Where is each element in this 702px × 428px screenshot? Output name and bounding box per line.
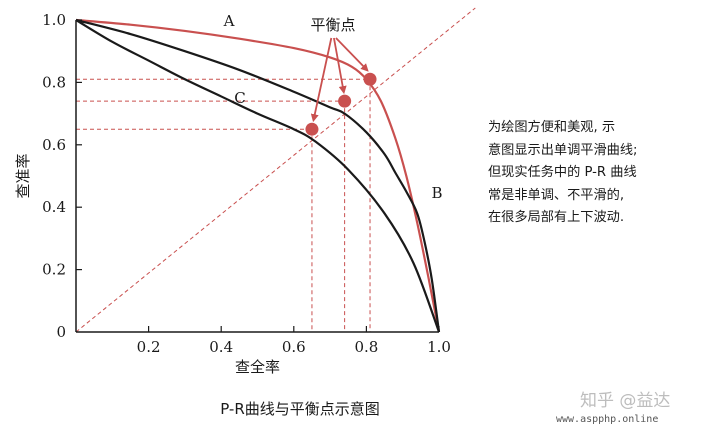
y-tick-label: 1.0: [42, 11, 66, 29]
annotation-arrow: [333, 37, 347, 95]
annotation-arrow: [335, 37, 369, 72]
side-note: 为绘图方便和美观, 示 意图显示出单调平滑曲线; 但现实任务中的 P-R 曲线 …: [488, 117, 702, 230]
x-tick-label: 0.2: [137, 338, 161, 356]
series-curve-C: [75, 19, 441, 333]
y-axis-title: 查准率: [14, 153, 32, 198]
note-line: 常是非单调、不平滑的,: [488, 187, 625, 203]
y-tick-label: 0.6: [42, 136, 66, 154]
x-tick-label: 0.4: [209, 338, 233, 356]
break-even-annotation: 平衡点: [310, 16, 355, 34]
note-line: 在很多局部有上下波动.: [488, 210, 625, 225]
annotation-arrow: [310, 37, 333, 123]
series-label-C: C: [234, 89, 245, 107]
x-tick-label: 0.6: [282, 338, 306, 356]
watermark: 知乎 @益达: [580, 391, 671, 411]
note-line: 但现实任务中的 P-R 曲线: [488, 165, 637, 180]
note-line: 意图显示出单调平滑曲线;: [488, 142, 638, 158]
y-tick-label: 0.2: [42, 261, 66, 279]
break-even-point: [305, 122, 319, 136]
x-axis-title: 查全率: [235, 358, 280, 376]
series-label-B: B: [431, 184, 442, 202]
series-label-A: A: [223, 12, 235, 30]
break-even-point: [363, 72, 377, 86]
break-even-point: [338, 94, 352, 108]
series-curve-A: [75, 18, 441, 333]
y-tick-label: 0: [56, 323, 66, 341]
series-curve-B: [75, 18, 441, 333]
watermark-url: www.aspphp.online: [556, 414, 659, 425]
figure-caption: P-R曲线与平衡点示意图: [220, 400, 380, 418]
note-line: 为绘图方便和美观, 示: [488, 120, 616, 135]
y-tick-label: 0.4: [42, 198, 66, 216]
x-tick-label: 1.0: [427, 338, 451, 356]
diagonal-guide: [75, 7, 476, 333]
y-tick-label: 0.8: [42, 73, 66, 91]
x-tick-label: 0.8: [354, 338, 378, 356]
